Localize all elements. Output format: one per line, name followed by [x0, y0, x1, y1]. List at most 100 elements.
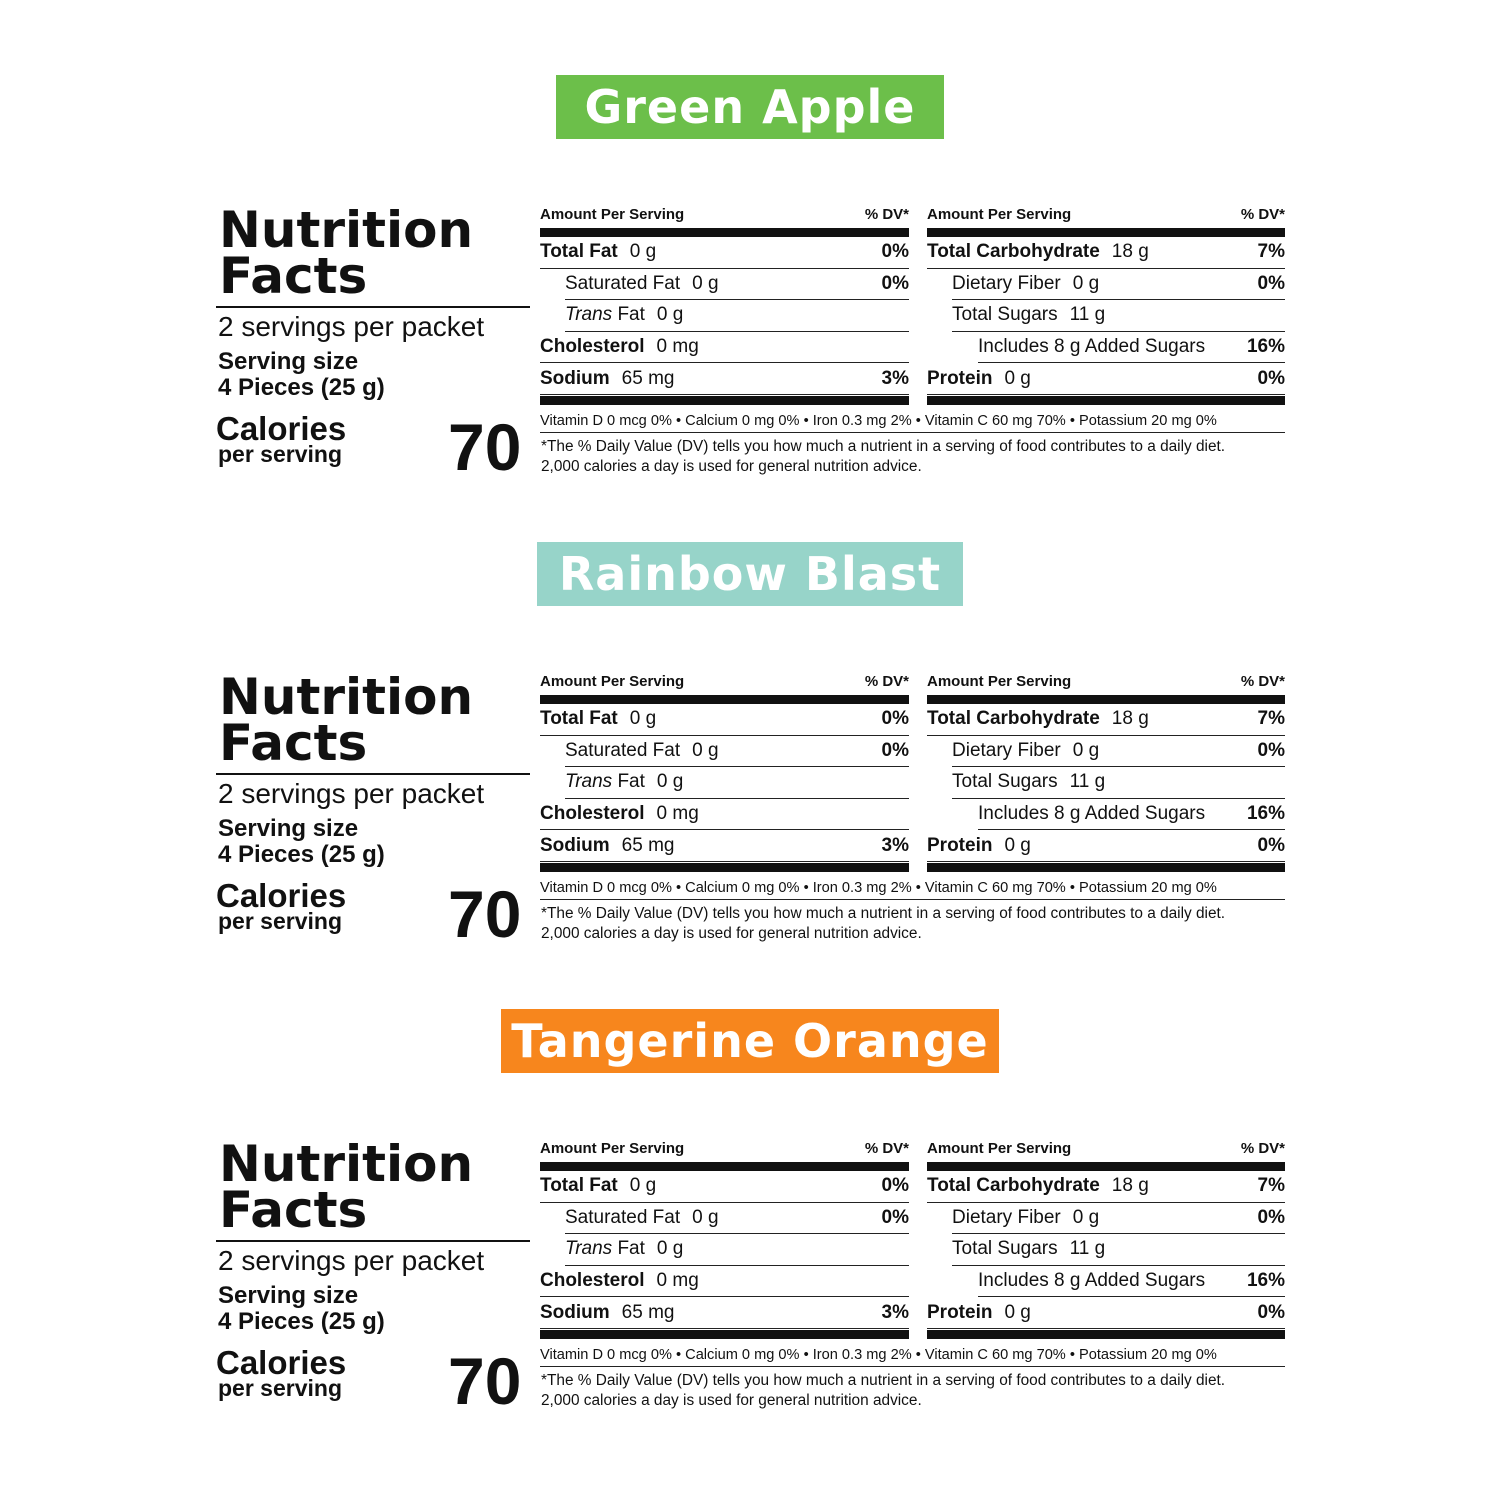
nutrient-row: Saturated Fat 0 g 0% — [565, 269, 909, 301]
nutrient-row: Cholesterol 0 mg — [540, 799, 909, 831]
amount-header: Amount Per Serving — [927, 1140, 1072, 1157]
nutrient-name: Dietary Fiber — [952, 1206, 1061, 1228]
nutrient-name: Includes 8 g Added Sugars — [978, 1270, 1206, 1292]
nutrient-name: Trans Fat — [565, 1238, 645, 1260]
nutrient-dv: 0% — [1257, 1206, 1285, 1228]
nutrient-dv: 7% — [1257, 708, 1285, 730]
nutrient-amount: 18 g — [1111, 241, 1149, 263]
nutrient-name: Cholesterol — [540, 336, 645, 358]
nutrient-row: Trans Fat 0 g — [565, 1234, 909, 1266]
vitamins-line: Vitamin D 0 mcg 0% • Calcium 0 mg 0% • I… — [540, 880, 1285, 900]
servings-per-packet: 2 servings per packet — [218, 1245, 485, 1276]
nutrient-dv: 0% — [881, 1206, 909, 1228]
footnote: *The % Daily Value (DV) tells you how mu… — [541, 905, 1226, 942]
servings-per-packet: 2 servings per packet — [218, 311, 485, 342]
nutrient-row: Total Fat 0 g 0% — [540, 704, 909, 736]
nutrient-table-right: Amount Per Serving % DV* Total Carbohydra… — [927, 1140, 1285, 1339]
nutrient-name: Total Sugars — [952, 304, 1058, 326]
nutrient-name: Saturated Fat — [565, 1206, 681, 1228]
nutrient-name: Trans Fat — [565, 304, 645, 326]
nutrient-row: Trans Fat 0 g — [565, 300, 909, 332]
nutrient-name: Dietary Fiber — [952, 272, 1061, 294]
calories-value: 70 — [448, 1344, 522, 1418]
nutrient-row: Sodium 65 mg 3% — [540, 363, 909, 395]
serving-size-label: Serving size — [218, 348, 359, 375]
nutrient-name: Cholesterol — [540, 803, 645, 825]
divider — [216, 1240, 530, 1242]
nutrient-row: Total Carbohydrate 18 g 7% — [927, 1171, 1285, 1203]
nutrient-table-left: Amount Per Serving% DV* Total Fat 0 g 0% … — [540, 1140, 909, 1339]
nutrient-dv: 0% — [881, 241, 909, 263]
nutrient-row: Protein 0 g 0% — [927, 363, 1285, 395]
nutrient-name: Total Fat — [540, 1175, 618, 1197]
nutrient-row: Total Sugars 11 g — [952, 1234, 1285, 1266]
thick-bar — [927, 1162, 1285, 1171]
nutrient-dv: 16% — [1246, 336, 1285, 358]
thick-bar — [927, 695, 1285, 704]
nutrient-row: Cholesterol 0 mg — [540, 1266, 909, 1298]
nutrient-dv: 16% — [1246, 1270, 1285, 1292]
nutrient-name: Trans Fat — [565, 771, 645, 793]
nutrient-dv: 0% — [1257, 1301, 1285, 1323]
nutrient-row: Dietary Fiber 0 g 0% — [952, 1203, 1285, 1235]
nutrient-dv: 0% — [881, 272, 909, 294]
nutrient-row: Protein 0 g 0% — [927, 830, 1285, 862]
amount-header: Amount Per Serving — [540, 673, 685, 690]
vitamins-line: Vitamin D 0 mcg 0% • Calcium 0 mg 0% • I… — [540, 413, 1285, 433]
thick-bar — [540, 862, 909, 872]
nutrient-row: Saturated Fat 0 g 0% — [565, 1203, 909, 1235]
nutrition-panel: Tangerine Orange Nutrition Facts 2 servin… — [0, 1009, 1500, 1476]
nutrient-name: Sodium — [540, 1301, 610, 1323]
nutrient-dv: 0% — [881, 739, 909, 761]
thick-bar — [927, 862, 1285, 872]
nutrient-amount: 65 mg — [621, 834, 675, 856]
amount-header: Amount Per Serving — [927, 673, 1072, 690]
nutrient-table-left: Amount Per Serving% DV* Total Fat 0 g 0% … — [540, 206, 909, 405]
nutrient-dv: 0% — [1257, 367, 1285, 389]
nutrient-table-right: Amount Per Serving % DV* Total Carbohydra… — [927, 673, 1285, 872]
nutrient-name: Cholesterol — [540, 1270, 645, 1292]
nutrient-row: Total Sugars 11 g — [952, 767, 1285, 799]
footnote: *The % Daily Value (DV) tells you how mu… — [541, 438, 1226, 475]
nutrient-row: Includes 8 g Added Sugars 16% — [978, 799, 1285, 831]
nutrient-amount: 0 g — [1072, 272, 1100, 294]
divider — [216, 306, 530, 308]
nutrient-row: Cholesterol 0 mg — [540, 332, 909, 364]
nutrient-amount: 0 g — [656, 771, 684, 793]
serving-size-value: 4 Pieces (25 g) — [218, 374, 385, 401]
nutrient-dv: 3% — [881, 1301, 909, 1323]
nutrient-name: Total Carbohydrate — [927, 708, 1100, 730]
serving-size-label: Serving size — [218, 1282, 359, 1309]
nutrient-name: Saturated Fat — [565, 272, 681, 294]
thick-bar — [540, 228, 909, 237]
nutrient-row: Total Carbohydrate 18 g 7% — [927, 237, 1285, 269]
nutrient-dv: 0% — [1257, 834, 1285, 856]
calories-label: Calories — [216, 877, 347, 914]
nutrient-name: Saturated Fat — [565, 739, 681, 761]
nutrient-row: Trans Fat 0 g — [565, 767, 909, 799]
calories-sub: per serving — [218, 908, 342, 934]
nutrient-name: Total Fat — [540, 708, 618, 730]
nutrient-row: Total Fat 0 g 0% — [540, 1171, 909, 1203]
nutrient-amount: 0 g — [692, 1206, 719, 1228]
serving-size-label: Serving size — [218, 815, 359, 842]
nutrient-name: Dietary Fiber — [952, 739, 1061, 761]
nutrient-row: Total Fat 0 g 0% — [540, 237, 909, 269]
nutrition-panel: Rainbow Blast Nutrition Facts 2 servings … — [0, 542, 1500, 1009]
calories-sub: per serving — [218, 1375, 342, 1401]
serving-size-value: 4 Pieces (25 g) — [218, 841, 385, 868]
dv-header: % DV* — [1240, 206, 1285, 223]
calories-label: Calories — [216, 410, 347, 447]
amount-header: Amount Per Serving — [540, 1140, 685, 1157]
nutrient-name: Total Carbohydrate — [927, 1175, 1100, 1197]
nutrition-panel: Green Apple Nutrition Facts 2 servings pe… — [0, 75, 1500, 542]
nutrient-name: Total Carbohydrate — [927, 241, 1100, 263]
nutrient-dv: 7% — [1257, 1175, 1285, 1197]
nutrient-table-right: Amount Per Serving % DV* Total Carbohydra… — [927, 206, 1285, 405]
nutrient-amount: 65 mg — [621, 1301, 675, 1323]
nutrient-row: Dietary Fiber 0 g 0% — [952, 269, 1285, 301]
thick-bar — [927, 395, 1285, 405]
thick-bar — [540, 395, 909, 405]
amount-header: Amount Per Serving — [927, 206, 1072, 223]
nutrition-facts-title: Nutrition Facts — [219, 1135, 474, 1239]
